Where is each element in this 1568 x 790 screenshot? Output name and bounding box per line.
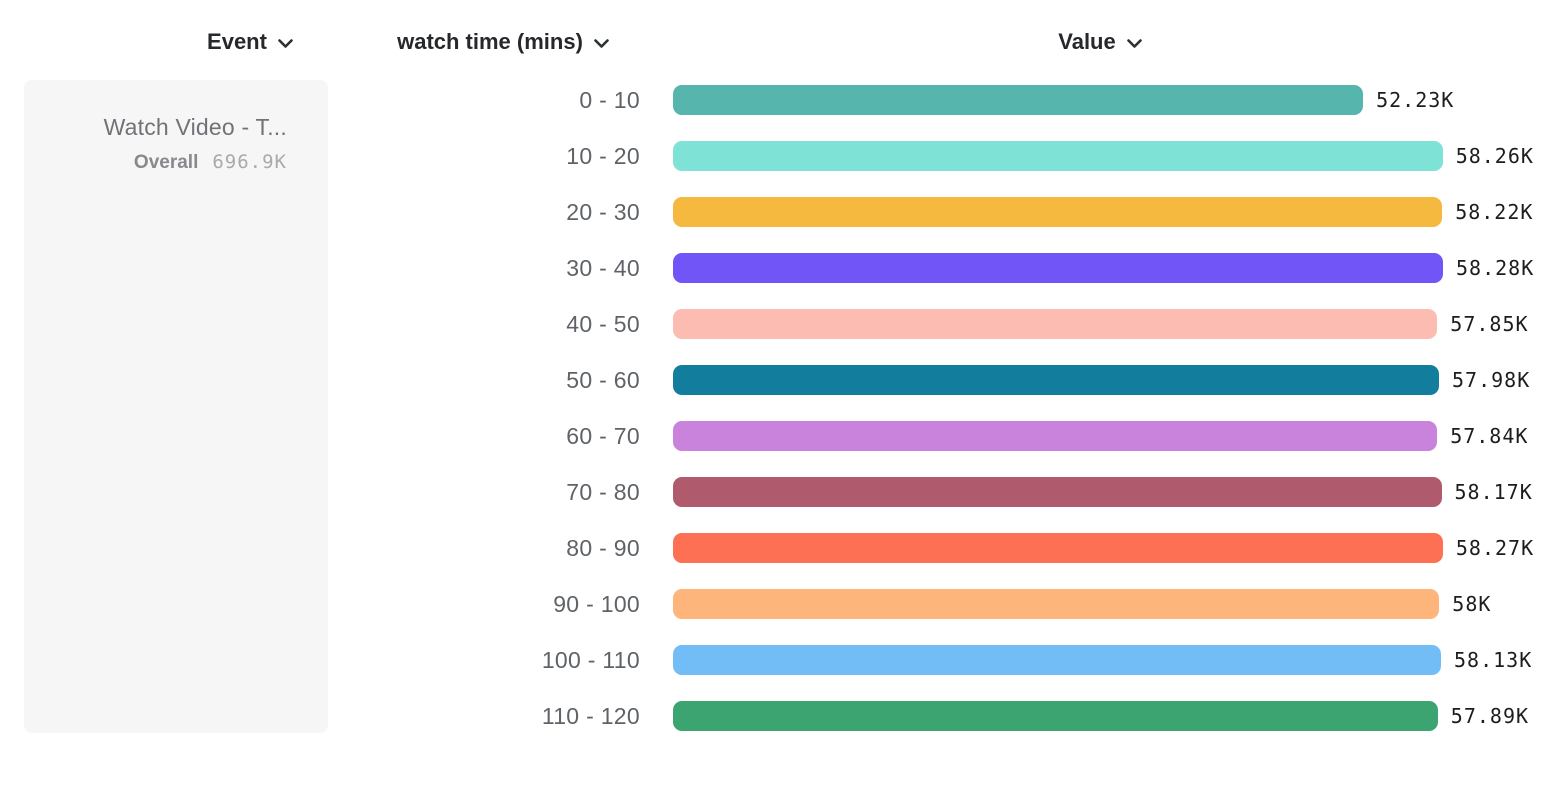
breakdown-column-header[interactable]: watch time (mins) xyxy=(378,26,628,58)
breakdown-column-label: watch time (mins) xyxy=(397,29,583,54)
bar[interactable] xyxy=(673,477,1442,507)
value-label: 57.84K xyxy=(1450,424,1529,448)
chevron-down-icon xyxy=(594,38,609,49)
bucket-label: 90 - 100 xyxy=(553,590,640,617)
bar[interactable] xyxy=(673,85,1364,115)
bucket-label: 30 - 40 xyxy=(566,254,640,281)
value-label: 58K xyxy=(1452,592,1492,616)
chart-row: 70 - 80 58.17K xyxy=(0,464,1568,520)
value-label: 58.26K xyxy=(1455,144,1534,168)
chart-row: 90 - 100 58K xyxy=(0,576,1568,632)
chart-row: 10 - 20 58.26K xyxy=(0,128,1568,184)
value-label: 58.13K xyxy=(1454,648,1533,672)
value-label: 57.89K xyxy=(1450,704,1530,728)
bar[interactable] xyxy=(673,365,1439,395)
event-overall-line: Overall 696.9K xyxy=(44,151,287,174)
bucket-label: 110 - 120 xyxy=(541,702,640,729)
bar[interactable] xyxy=(673,253,1443,283)
bucket-label: 20 - 30 xyxy=(566,198,640,225)
chart-row: 100 - 110 58.13K xyxy=(0,632,1568,688)
value-label: 52.23K xyxy=(1376,88,1455,112)
value-label: 58.27K xyxy=(1455,536,1535,560)
event-card[interactable]: Watch Video - T... Overall 696.9K xyxy=(24,80,328,733)
bar[interactable] xyxy=(673,589,1440,619)
value-column-header[interactable]: Value xyxy=(1000,26,1200,58)
chevron-down-icon xyxy=(1126,38,1142,49)
overall-value: 696.9K xyxy=(212,150,287,173)
bucket-label: 40 - 50 xyxy=(566,310,640,337)
bar[interactable] xyxy=(673,701,1438,731)
value-label: 58.22K xyxy=(1455,200,1534,224)
bar[interactable] xyxy=(673,141,1443,171)
bar[interactable] xyxy=(673,309,1438,339)
bucket-label: 100 - 110 xyxy=(541,646,640,673)
bucket-label: 80 - 90 xyxy=(566,534,640,561)
value-label: 58.28K xyxy=(1456,256,1535,280)
chart-row: 50 - 60 57.98K xyxy=(0,352,1568,408)
chart-row: 0 - 10 52.23K xyxy=(0,72,1568,128)
chart-row: 40 - 50 57.85K xyxy=(0,296,1568,352)
event-title: Watch Video - T... xyxy=(103,114,287,140)
bar[interactable] xyxy=(673,197,1443,227)
bucket-label: 70 - 80 xyxy=(566,478,640,505)
chevron-down-icon xyxy=(278,38,293,49)
event-column-header[interactable]: Event xyxy=(150,26,350,58)
value-column-label: Value xyxy=(1058,29,1116,54)
bar[interactable] xyxy=(673,421,1438,451)
event-column-label: Event xyxy=(207,29,267,54)
bucket-label: 50 - 60 xyxy=(566,366,640,393)
chart-row: 20 - 30 58.22K xyxy=(0,184,1568,240)
chart-row: 80 - 90 58.27K xyxy=(0,520,1568,576)
value-label: 57.85K xyxy=(1450,312,1529,336)
chart-row: 30 - 40 58.28K xyxy=(0,240,1568,296)
bar-chart: 0 - 10 52.23K 10 - 20 58.26K 20 - 30 58.22K 30… xyxy=(0,72,1568,744)
chart-row: 60 - 70 57.84K xyxy=(0,408,1568,464)
value-label: 58.17K xyxy=(1454,480,1533,504)
value-label: 57.98K xyxy=(1452,368,1531,392)
overall-label: Overall xyxy=(133,151,199,173)
chart-row: 110 - 120 57.89K xyxy=(0,688,1568,744)
bar[interactable] xyxy=(673,533,1443,563)
event-card-content: Watch Video - T... Overall 696.9K xyxy=(24,80,328,174)
bar[interactable] xyxy=(673,645,1441,675)
bucket-label: 10 - 20 xyxy=(566,142,640,169)
bucket-label: 60 - 70 xyxy=(566,422,640,449)
bucket-label: 0 - 10 xyxy=(579,86,640,113)
